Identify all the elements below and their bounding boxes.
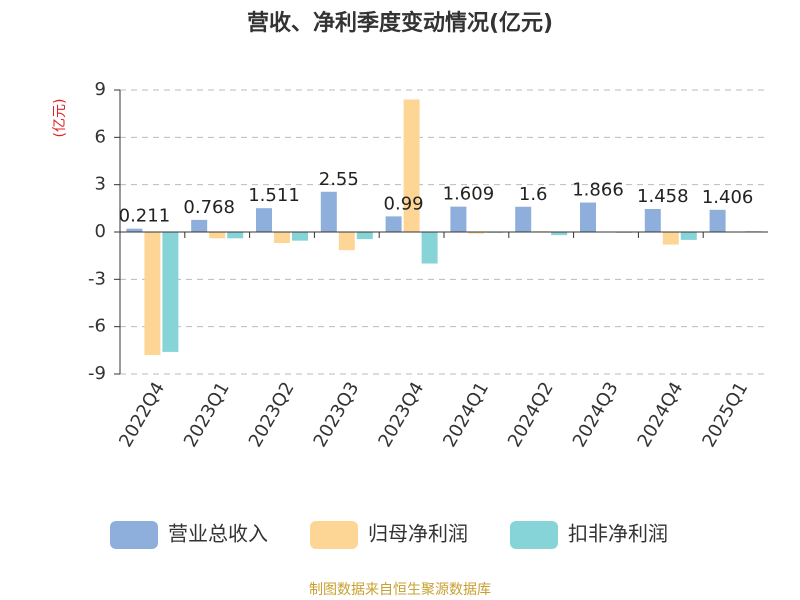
legend-swatch	[510, 521, 558, 549]
bar	[662, 232, 679, 245]
y-tick-label: 9	[95, 79, 106, 100]
x-tick-label: 2024Q4	[634, 379, 688, 451]
legend-label: 营业总收入	[168, 522, 268, 546]
bar	[468, 232, 485, 234]
bar	[450, 206, 467, 232]
data-label: 2.55	[319, 169, 359, 190]
bar	[292, 232, 308, 241]
bar	[162, 232, 179, 352]
bar	[551, 232, 568, 236]
legend-label: 扣非净利润	[568, 522, 668, 546]
bar	[356, 232, 373, 240]
data-label: 1.511	[248, 185, 300, 206]
bar	[644, 208, 661, 232]
data-label: 1.406	[702, 187, 754, 208]
bar	[338, 232, 355, 251]
x-tick-label: 2024Q2	[504, 379, 558, 451]
data-label: 1.458	[637, 186, 689, 207]
legend-swatch	[310, 521, 358, 549]
legend-swatch	[110, 521, 158, 549]
y-tick-label: -9	[88, 363, 106, 384]
y-tick-label: 3	[95, 174, 106, 195]
source: 制图数据来自恒生聚源数据库	[309, 582, 491, 598]
y-tick-label: -3	[88, 268, 106, 289]
x-tick-label: 2023Q2	[245, 379, 299, 451]
x-tick-label: 2023Q4	[374, 379, 428, 451]
bar	[580, 202, 596, 232]
bar	[421, 232, 438, 264]
x-tick-label: 2025Q1	[698, 379, 752, 451]
bar	[274, 232, 290, 244]
bar	[191, 219, 208, 232]
data-label: 1.609	[443, 184, 495, 205]
legend-label: 归母净利润	[368, 522, 468, 546]
bar	[680, 232, 697, 240]
bar	[515, 206, 532, 232]
x-tick-label: 2023Q3	[310, 379, 364, 451]
bar	[709, 209, 726, 232]
y-axis-label: (亿元)	[52, 99, 68, 138]
data-label: 0.211	[119, 206, 171, 227]
y-tick-label: 6	[95, 126, 106, 147]
bar	[227, 232, 244, 239]
bar	[256, 208, 272, 232]
bar	[144, 232, 161, 356]
bar	[126, 228, 143, 232]
data-label: 1.6	[519, 184, 548, 205]
y-tick-label: -6	[88, 316, 106, 337]
y-tick-label: 0	[95, 221, 106, 242]
x-tick-label: 2023Q1	[180, 379, 234, 451]
chart-title: 营收、净利季度变动情况(亿元)	[247, 10, 553, 36]
x-tick-label: 2024Q1	[439, 379, 493, 451]
bar	[403, 99, 420, 232]
bar	[385, 216, 402, 232]
x-tick-label: 2022Q4	[115, 379, 169, 451]
x-tick-label: 2024Q3	[569, 379, 623, 451]
data-label: 1.866	[572, 180, 624, 201]
data-label: 0.768	[183, 197, 235, 218]
bar	[209, 232, 226, 239]
data-label: 0.99	[384, 193, 424, 214]
bar	[320, 191, 337, 232]
